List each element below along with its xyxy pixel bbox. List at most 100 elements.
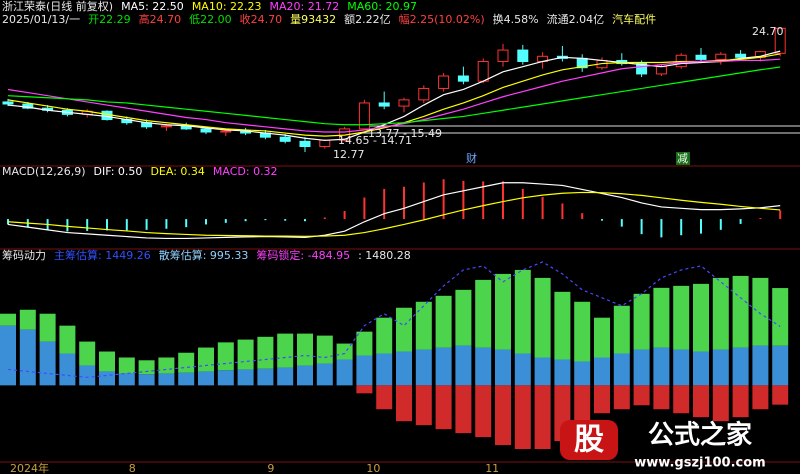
candle-body [358,102,370,130]
bar [534,385,551,450]
bar [19,309,36,330]
bar [455,289,472,346]
bar [594,385,610,414]
bar [495,385,511,446]
info-label: MACD: 0.32 [213,165,278,178]
bar [376,317,393,354]
annotation: 12.77 [333,148,365,161]
watermark: www.gszj100.com [634,456,765,471]
bar [495,273,511,350]
bar [415,385,432,426]
candle-body [319,139,331,148]
bar [613,305,630,354]
annotation: 13.77 - 15.49 [368,127,442,140]
bar [217,342,234,371]
info-label: 幅2.25(10.02%) [399,13,485,26]
bar [0,325,16,386]
bar [237,339,254,370]
bar [237,369,254,386]
bar [514,385,531,450]
candle-body [398,99,410,107]
bar [613,353,630,386]
x-tick-label: 10 [366,462,380,474]
bar [396,385,412,422]
info-label: : 1480.28 [358,249,411,262]
candle-body [418,87,430,101]
bar [554,359,571,386]
info-label: 浙江荣泰(日线 前复权) [2,0,113,13]
bar [376,385,393,410]
x-tick-label: 9 [267,462,274,474]
candle-body [220,130,232,133]
bar [732,347,749,386]
bar [475,279,492,348]
bar [514,353,531,386]
bar [554,291,571,360]
info-label: DIF: 0.50 [94,165,143,178]
candle-body [160,125,172,128]
bar [217,370,234,386]
bar [772,345,789,386]
bar [752,385,769,410]
bar [752,277,769,346]
bar [356,385,373,394]
bar [316,335,333,364]
bar [693,351,709,386]
info-label: 收24.70 [240,12,283,26]
bar [633,349,650,386]
bar [316,363,333,386]
bar [574,301,591,362]
bar [752,345,769,386]
bar [673,349,690,386]
bar [99,371,115,386]
bar [39,341,56,386]
bar [19,329,36,386]
bar [534,277,551,358]
bar [99,351,115,372]
bar [59,325,76,354]
bar [158,373,175,386]
info-label: 流通2.04亿 [547,12,605,26]
info-label: DEA: 0.34 [150,165,204,178]
bar [673,385,690,414]
bar [693,385,709,418]
info-label: MA20: 21.72 [270,0,340,13]
bar [653,347,670,386]
bar [772,385,789,405]
candle-body [200,128,212,133]
info-label: 主筹估算: 1449.26 [54,248,151,262]
bar [396,307,412,352]
info-label: 筹码动力 [2,248,46,262]
bar [693,283,709,352]
bar [712,349,729,386]
bar [39,313,56,342]
bar [277,367,294,386]
bar [336,343,353,360]
bar [574,385,591,430]
bar [455,345,472,386]
candle-body [438,75,450,89]
candle-body [715,53,727,60]
bar [594,357,610,386]
candle-body [517,49,529,62]
info-label: MA5: 22.50 [121,0,184,13]
candle-body [477,60,489,82]
bar [79,341,96,366]
bar [138,360,155,375]
bar [257,368,274,386]
bar [594,317,610,358]
bar [495,349,511,386]
candle-body [735,53,747,58]
bar [297,333,313,366]
bar [376,353,393,386]
bar [59,353,76,386]
bar [356,355,373,386]
candle-body [695,54,707,60]
bar [297,365,313,386]
info-label: MA10: 22.23 [192,0,262,13]
bar [732,275,749,348]
annotation: 24.70 [752,25,784,38]
candle-body [2,101,14,105]
info-label: 筹码锁定: -484.95 [256,248,350,262]
